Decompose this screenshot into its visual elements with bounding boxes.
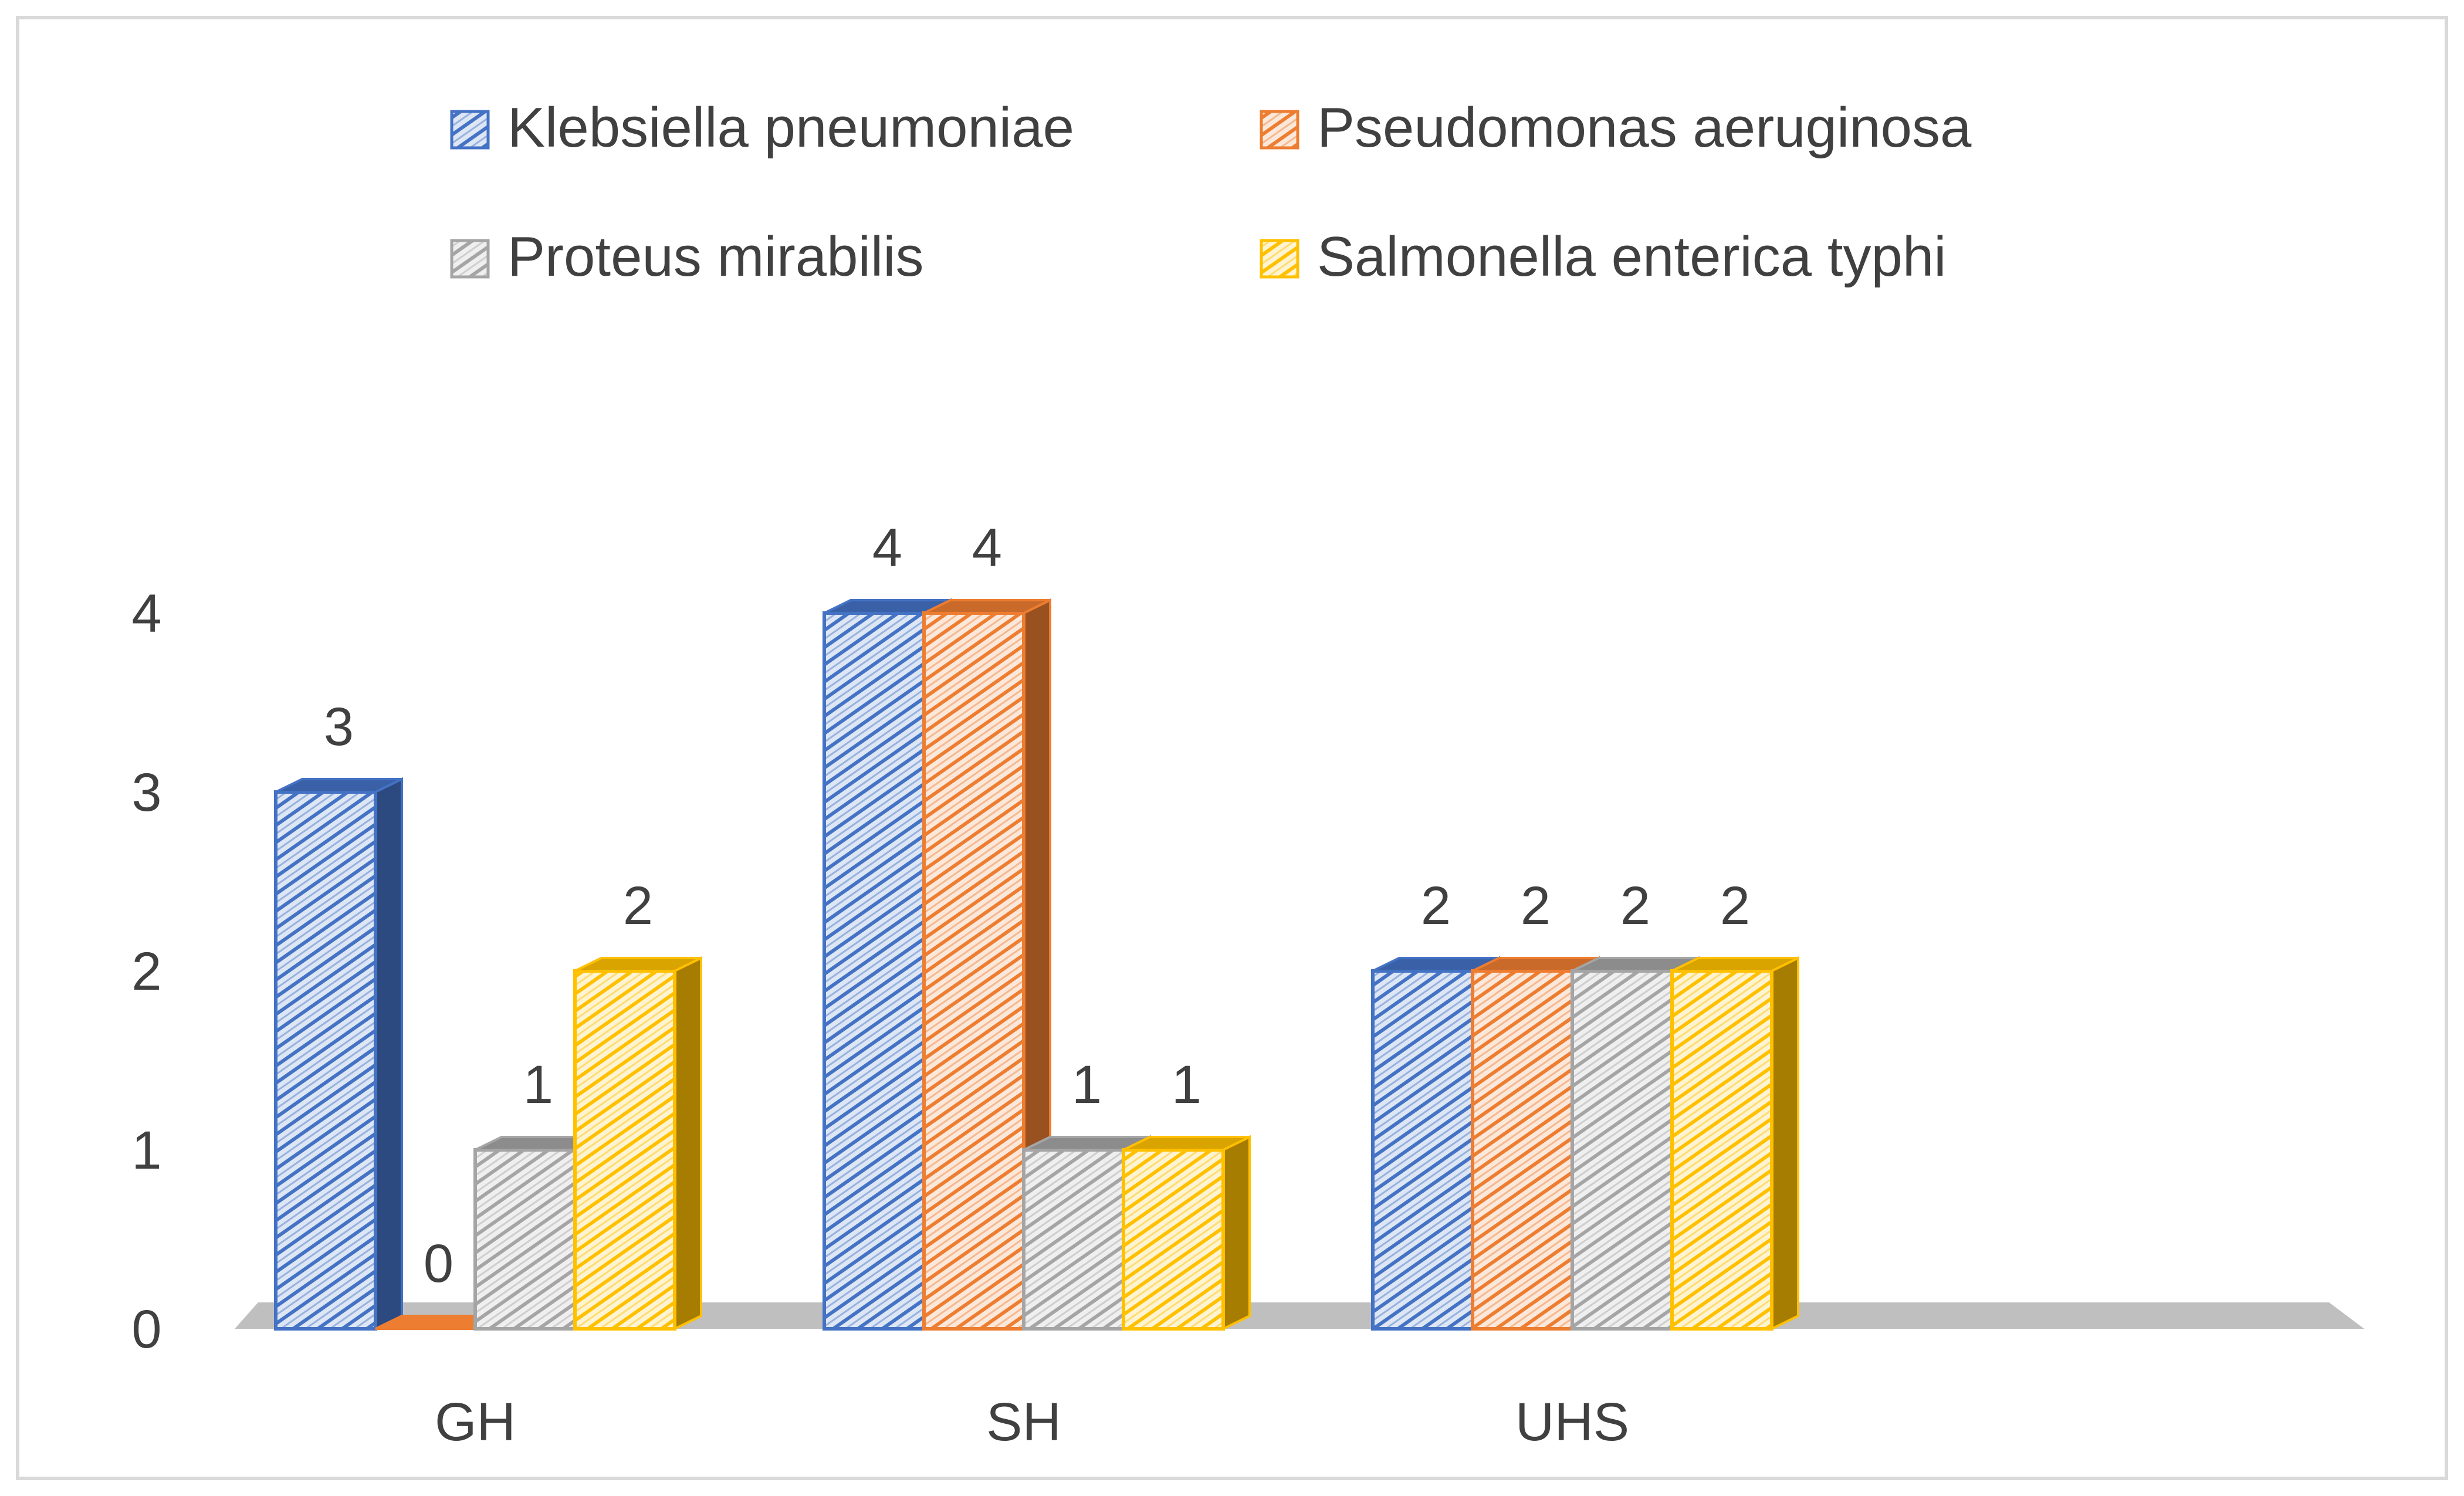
legend-label: Klebsiella pneumoniae — [507, 96, 1074, 159]
x-tick-label: SH — [986, 1392, 1061, 1452]
data-label: 2 — [1720, 876, 1750, 936]
legend-label: Proteus mirabilis — [507, 225, 924, 288]
legend-label: Salmonella enterica typhi — [1317, 225, 1947, 288]
y-tick-label: 2 — [131, 942, 161, 1001]
data-label: 2 — [1521, 876, 1551, 936]
data-label: 0 — [424, 1234, 453, 1294]
data-label: 2 — [1620, 876, 1650, 936]
legend-item: Klebsiella pneumoniae — [450, 96, 1074, 159]
legend-item: Pseudomonas aeruginosa — [1260, 96, 1972, 159]
legend-swatch — [1260, 239, 1299, 279]
legend-swatch — [450, 239, 490, 279]
bars — [274, 598, 1799, 1331]
legend: Klebsiella pneumoniae Pseudomonas aerugin… — [450, 96, 1972, 288]
y-axis: 0 1 2 3 4 — [131, 584, 161, 1359]
x-tick-label: GH — [435, 1392, 516, 1452]
legend-label: Pseudomonas aeruginosa — [1317, 96, 1972, 159]
legend-item: Proteus mirabilis — [450, 225, 924, 288]
data-label: 1 — [1172, 1055, 1201, 1115]
legend-swatch — [1260, 110, 1299, 150]
bar — [1122, 1135, 1251, 1331]
data-label: 4 — [972, 518, 1002, 578]
data-label: 1 — [523, 1055, 553, 1115]
data-labels: 3 0 1 2 4 4 1 1 2 2 2 2 — [324, 518, 1750, 1294]
bar — [573, 956, 702, 1331]
data-label: 4 — [872, 518, 902, 578]
data-label: 3 — [324, 697, 354, 757]
legend-item: Salmonella enterica typhi — [1260, 225, 1947, 288]
legend-swatch — [450, 110, 490, 150]
chart-floor — [235, 1302, 2364, 1329]
y-tick-label: 1 — [131, 1121, 161, 1180]
data-label: 1 — [1072, 1055, 1102, 1115]
bar — [274, 777, 403, 1331]
data-label: 2 — [1421, 876, 1451, 936]
y-tick-label: 3 — [131, 763, 161, 823]
y-tick-label: 0 — [131, 1299, 161, 1359]
x-tick-label: UHS — [1515, 1392, 1629, 1452]
data-label: 2 — [623, 876, 653, 936]
x-axis: GH SH UHS — [435, 1392, 1629, 1452]
bar — [1670, 956, 1799, 1331]
y-tick-label: 4 — [131, 584, 161, 644]
